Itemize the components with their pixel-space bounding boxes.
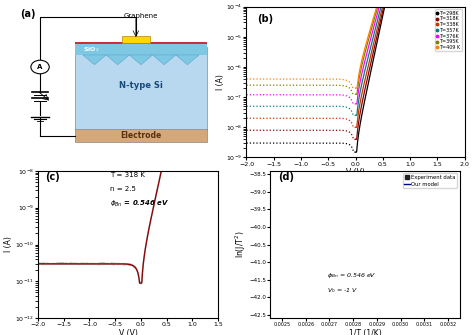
X-axis label: V (V): V (V) xyxy=(118,329,137,335)
Text: T = 318 K: T = 318 K xyxy=(110,172,145,178)
Text: n = 2.5: n = 2.5 xyxy=(110,186,136,192)
Experiment data xyxy=(388,86,393,90)
Line: Our model: Our model xyxy=(270,0,460,153)
Text: SiO$_2$: SiO$_2$ xyxy=(83,45,99,54)
Circle shape xyxy=(31,60,49,74)
Polygon shape xyxy=(153,55,176,65)
Our model xyxy=(442,136,447,140)
Text: (a): (a) xyxy=(20,9,35,19)
Line: Experiment data: Experiment data xyxy=(266,0,474,179)
Our model xyxy=(365,64,371,68)
Our model xyxy=(447,142,453,146)
Text: $V_0$ = -1 V: $V_0$ = -1 V xyxy=(327,286,358,295)
Experiment data xyxy=(317,19,323,23)
X-axis label: 1/T (1/K): 1/T (1/K) xyxy=(348,329,382,335)
Text: Graphene: Graphene xyxy=(124,13,158,19)
Polygon shape xyxy=(83,55,106,65)
Bar xyxy=(75,42,207,44)
Text: (d): (d) xyxy=(278,172,294,182)
Y-axis label: I (A): I (A) xyxy=(4,237,13,253)
Text: Electrode: Electrode xyxy=(120,131,162,140)
Our model xyxy=(380,79,386,83)
Experiment data xyxy=(351,51,356,55)
Text: $\phi_{Bn}$ = 0.546 eV: $\phi_{Bn}$ = 0.546 eV xyxy=(110,199,169,209)
Text: N-type Si: N-type Si xyxy=(119,81,163,89)
Text: (b): (b) xyxy=(257,14,273,24)
Our model xyxy=(311,14,317,18)
Text: (c): (c) xyxy=(45,172,60,182)
Y-axis label: ln(J/T$^2$): ln(J/T$^2$) xyxy=(233,231,248,258)
Bar xyxy=(122,36,150,43)
Our model xyxy=(457,151,463,155)
X-axis label: V (V): V (V) xyxy=(346,168,365,177)
Our model xyxy=(304,7,310,11)
Bar xyxy=(75,44,207,55)
Legend: Experiment data, Our model: Experiment data, Our model xyxy=(403,174,457,188)
Text: A: A xyxy=(37,64,43,70)
Legend: T=298K, T=318K, T=338K, T=357K, T=376K, T=395K, T=409 K: T=298K, T=318K, T=338K, T=357K, T=376K, … xyxy=(435,9,462,51)
Text: $\phi_{Bn}$ = 0.546 eV: $\phi_{Bn}$ = 0.546 eV xyxy=(327,271,377,280)
Bar xyxy=(75,47,207,130)
Polygon shape xyxy=(129,55,153,65)
Polygon shape xyxy=(106,55,129,65)
Experiment data xyxy=(432,127,438,131)
Polygon shape xyxy=(176,55,199,65)
Bar xyxy=(75,129,207,142)
Y-axis label: I (A): I (A) xyxy=(216,74,225,90)
